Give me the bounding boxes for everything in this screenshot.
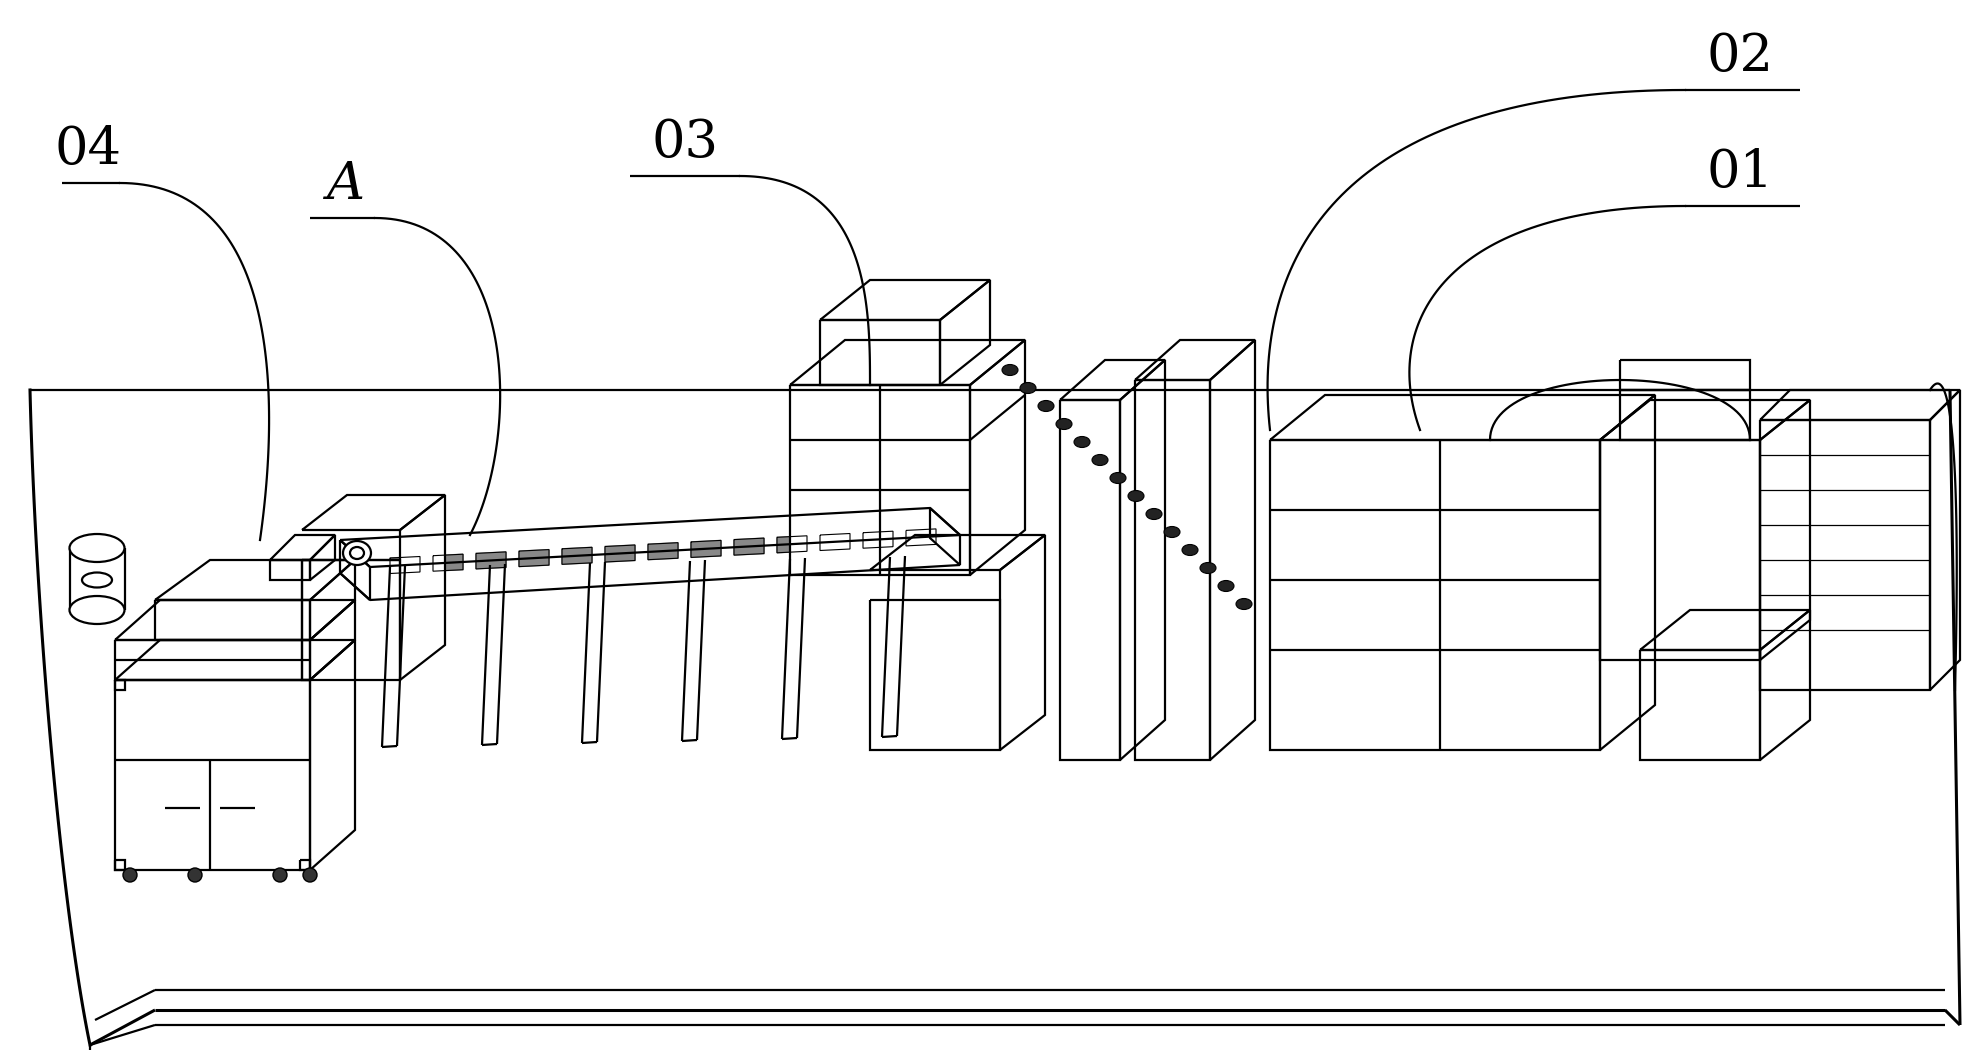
Polygon shape: [269, 560, 311, 580]
Polygon shape: [930, 508, 959, 565]
Polygon shape: [790, 340, 1024, 385]
Ellipse shape: [1056, 419, 1071, 429]
Polygon shape: [1270, 395, 1655, 440]
Ellipse shape: [69, 534, 124, 562]
Polygon shape: [155, 560, 356, 600]
Polygon shape: [1640, 610, 1811, 650]
Polygon shape: [1270, 440, 1600, 750]
Ellipse shape: [1073, 437, 1089, 447]
Polygon shape: [269, 535, 334, 560]
Ellipse shape: [1182, 545, 1197, 555]
Polygon shape: [863, 531, 893, 548]
Polygon shape: [1600, 395, 1655, 750]
Polygon shape: [1600, 440, 1760, 660]
Polygon shape: [1134, 340, 1254, 379]
Polygon shape: [790, 385, 969, 575]
Polygon shape: [114, 640, 356, 681]
Polygon shape: [1620, 390, 1750, 440]
Polygon shape: [476, 552, 505, 569]
Polygon shape: [733, 538, 765, 555]
Polygon shape: [820, 320, 940, 385]
Text: A: A: [326, 159, 364, 210]
Polygon shape: [1121, 360, 1166, 760]
Polygon shape: [303, 560, 399, 681]
Polygon shape: [311, 560, 356, 640]
Polygon shape: [311, 640, 356, 870]
Ellipse shape: [273, 868, 287, 882]
Ellipse shape: [189, 868, 202, 882]
Polygon shape: [906, 529, 936, 546]
Text: 02: 02: [1706, 31, 1773, 82]
Text: 03: 03: [651, 117, 718, 167]
Polygon shape: [649, 543, 678, 560]
Polygon shape: [1640, 650, 1760, 760]
Polygon shape: [1760, 610, 1811, 760]
Text: 04: 04: [55, 124, 122, 175]
Ellipse shape: [1219, 581, 1235, 591]
Polygon shape: [969, 340, 1024, 575]
Polygon shape: [433, 554, 464, 571]
Ellipse shape: [1038, 401, 1054, 411]
Ellipse shape: [1164, 527, 1180, 537]
Polygon shape: [389, 556, 421, 573]
Polygon shape: [1209, 340, 1254, 760]
Polygon shape: [820, 280, 991, 320]
Polygon shape: [114, 640, 311, 681]
Polygon shape: [562, 547, 592, 564]
Polygon shape: [311, 535, 334, 580]
Ellipse shape: [1020, 383, 1036, 393]
Ellipse shape: [303, 868, 317, 882]
Ellipse shape: [1091, 455, 1109, 465]
Polygon shape: [777, 535, 806, 553]
Ellipse shape: [1003, 365, 1018, 375]
Polygon shape: [1760, 390, 1960, 420]
Polygon shape: [303, 495, 444, 530]
Polygon shape: [1060, 360, 1166, 400]
Polygon shape: [820, 533, 849, 550]
Ellipse shape: [69, 596, 124, 624]
Polygon shape: [155, 600, 311, 640]
Ellipse shape: [1146, 509, 1162, 519]
Polygon shape: [340, 508, 959, 567]
Polygon shape: [340, 540, 370, 600]
Polygon shape: [1134, 379, 1209, 760]
Polygon shape: [1760, 420, 1931, 690]
Polygon shape: [940, 280, 991, 385]
Polygon shape: [690, 541, 722, 558]
Polygon shape: [519, 549, 549, 567]
Ellipse shape: [1237, 599, 1252, 610]
Polygon shape: [1760, 400, 1811, 660]
Polygon shape: [311, 600, 356, 681]
Ellipse shape: [342, 541, 372, 565]
Polygon shape: [1060, 400, 1121, 760]
Polygon shape: [1600, 400, 1811, 440]
Polygon shape: [1620, 360, 1750, 390]
Polygon shape: [399, 495, 444, 681]
Polygon shape: [606, 545, 635, 562]
Polygon shape: [114, 681, 311, 870]
Ellipse shape: [124, 868, 138, 882]
Polygon shape: [871, 600, 1001, 750]
Text: 01: 01: [1706, 147, 1773, 198]
Ellipse shape: [1128, 491, 1144, 501]
Polygon shape: [1931, 390, 1960, 690]
Polygon shape: [1001, 535, 1046, 750]
Polygon shape: [114, 600, 356, 640]
Ellipse shape: [1199, 563, 1217, 573]
Polygon shape: [871, 535, 1046, 570]
Ellipse shape: [1111, 473, 1127, 483]
